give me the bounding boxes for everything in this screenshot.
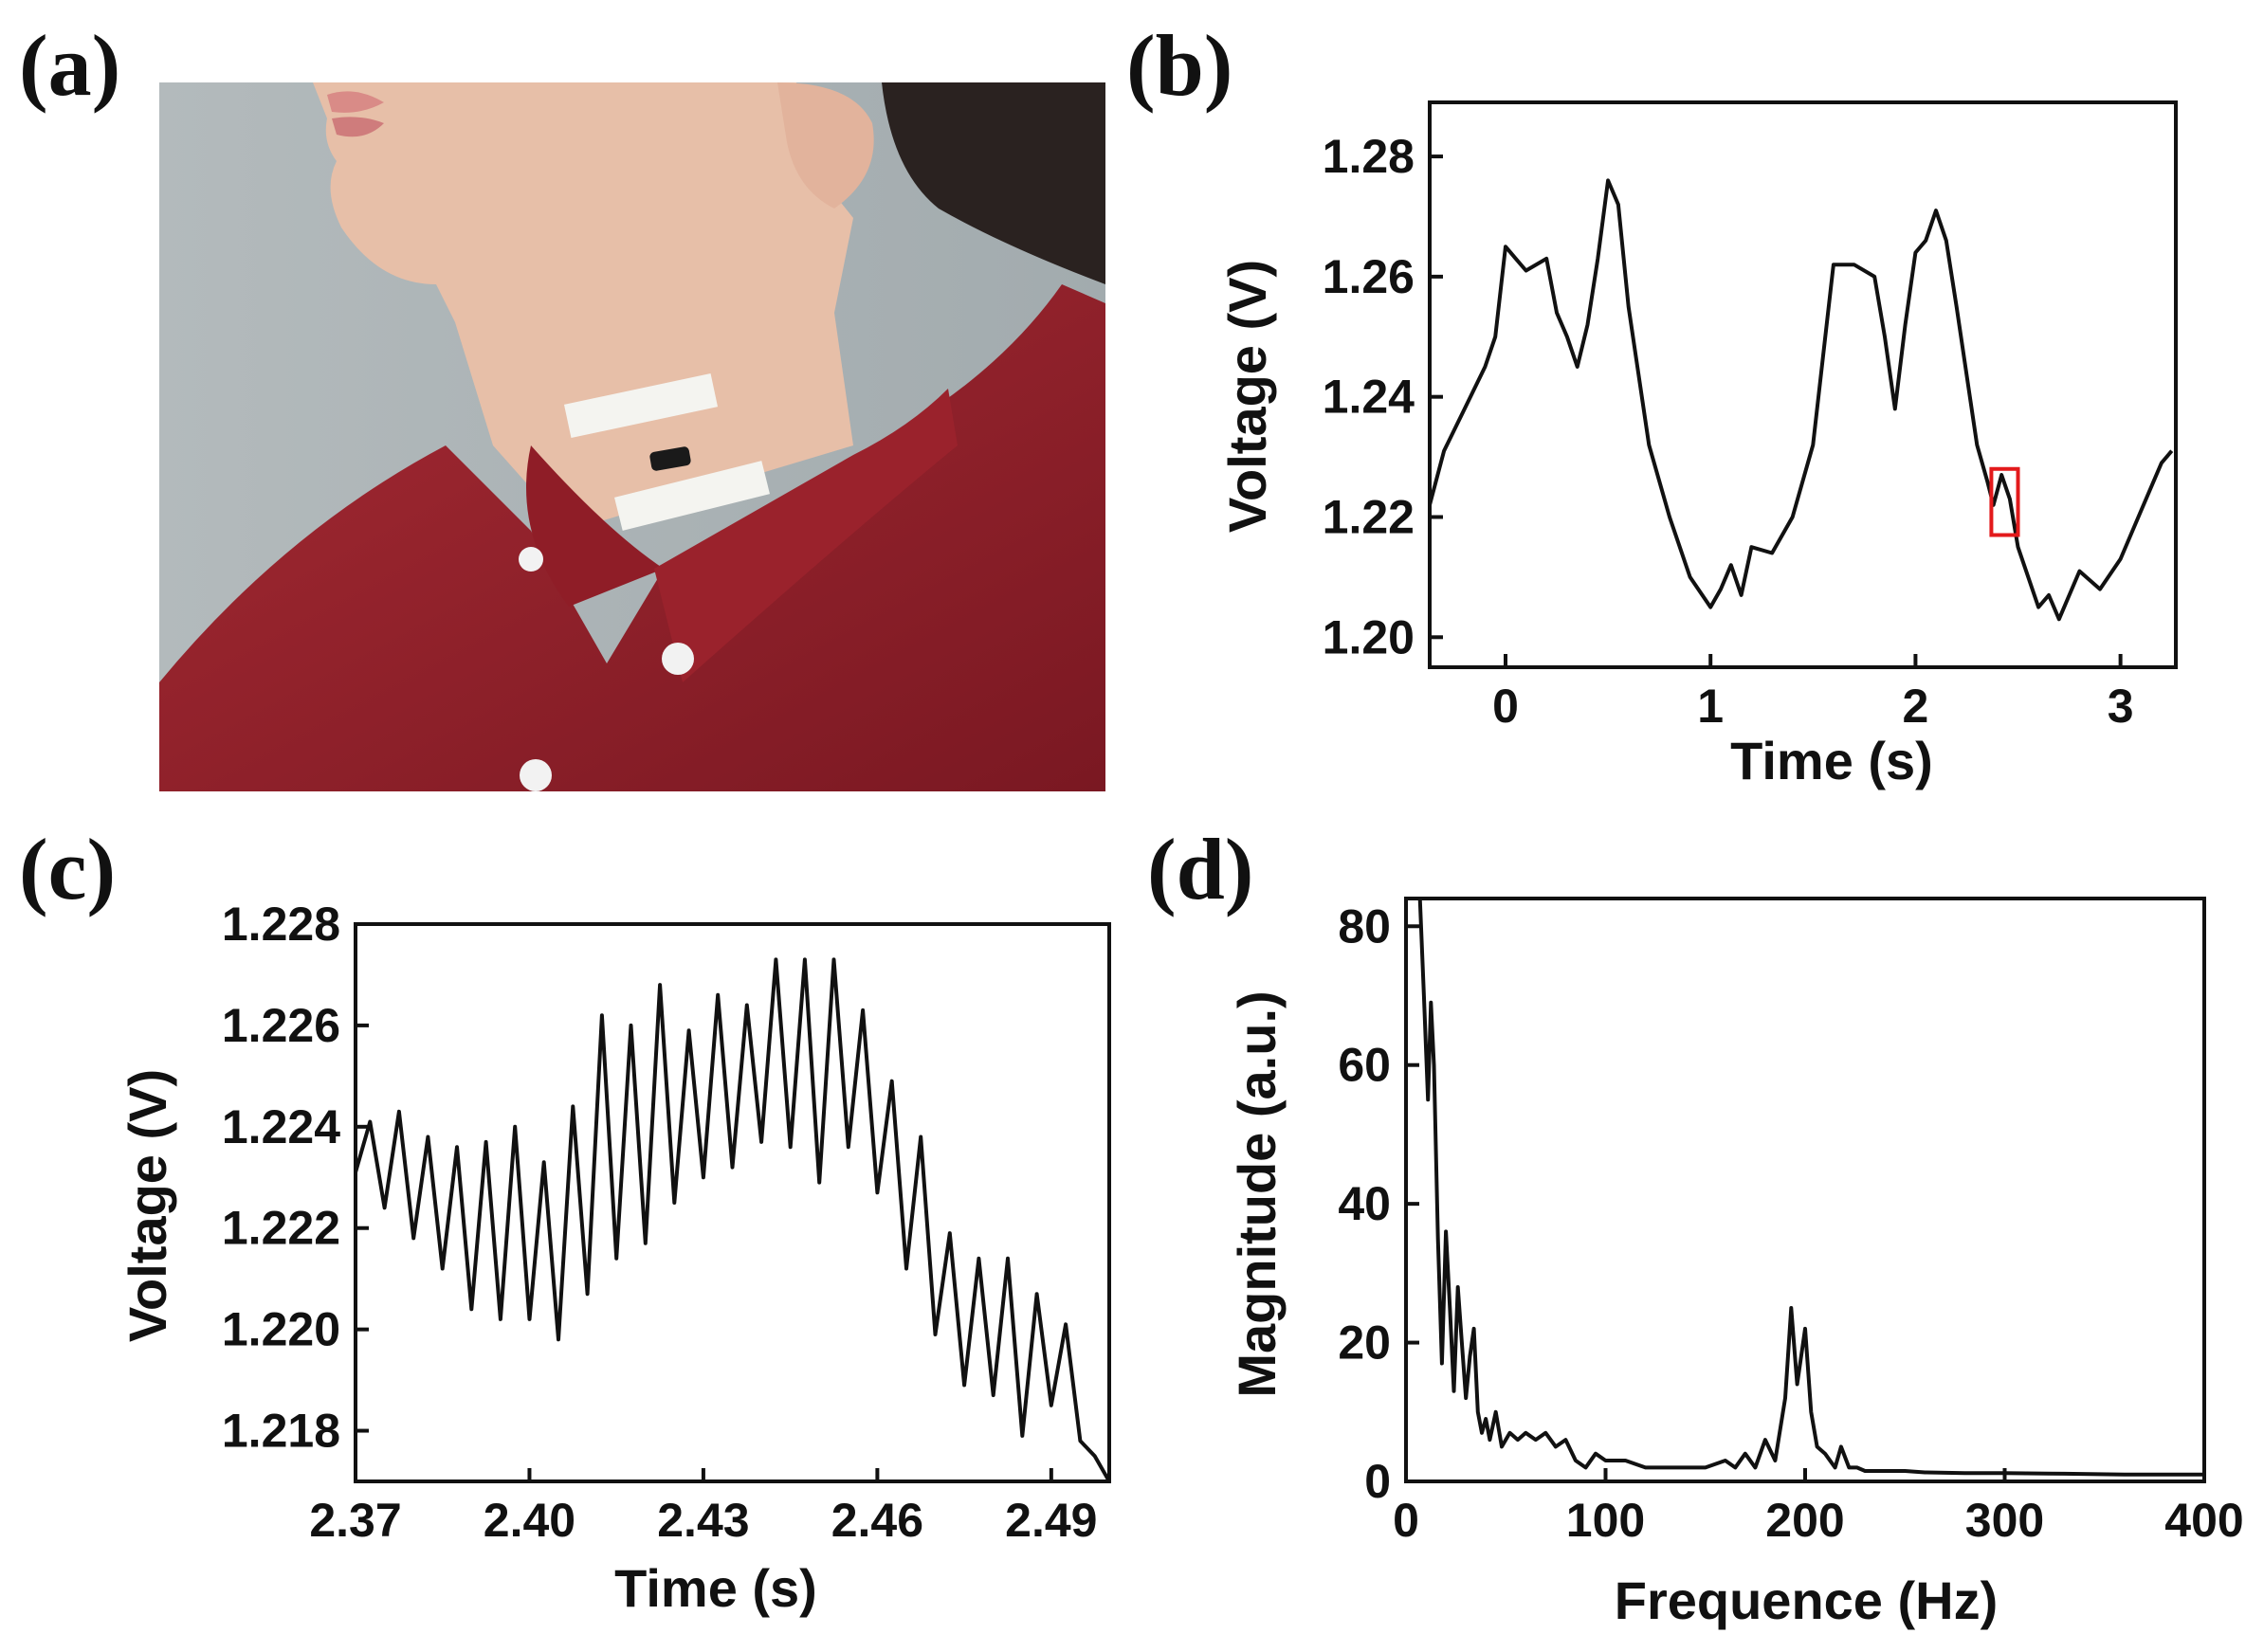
panel-label-a: (a) bbox=[19, 17, 120, 114]
chart-b-y-tick-label: 1.26 bbox=[1323, 250, 1415, 303]
chart-d: 0 100 200 300 400 0 20 40 60 80 Frequence (Hz) Ma… bbox=[1227, 897, 2244, 1630]
chart-d-x-tick-label: 400 bbox=[2164, 1494, 2243, 1547]
chart-c-y-tick-label: 1.222 bbox=[222, 1202, 340, 1255]
chart-c-series-line bbox=[354, 957, 1111, 1482]
chart-d-x-axis-label: Frequence (Hz) bbox=[1615, 1570, 1999, 1630]
chart-b-y-tick-label: 1.24 bbox=[1323, 371, 1415, 424]
chart-d-x-tick-label: 200 bbox=[1765, 1494, 1844, 1547]
panel-label-d: (d) bbox=[1147, 821, 1253, 917]
chart-b-y-axis-label: Voltage (V) bbox=[1217, 260, 1277, 533]
chart-b-y-tick-label: 1.28 bbox=[1323, 130, 1415, 183]
chart-c-y-tick-label: 1.220 bbox=[222, 1303, 340, 1356]
chart-c-x-axis-label: Time (s) bbox=[614, 1558, 817, 1618]
chart-c-x-tick-label: 2.40 bbox=[484, 1494, 575, 1547]
chart-d-y-tick-label: 0 bbox=[1364, 1455, 1391, 1508]
chart-d-x-tick-label: 300 bbox=[1965, 1494, 2044, 1547]
chart-c-y-tick-label: 1.224 bbox=[222, 1100, 340, 1153]
chart-b-x-tick-label: 2 bbox=[1903, 680, 1929, 733]
chart-c-x-tick-label: 2.37 bbox=[309, 1494, 401, 1547]
chart-b-x-tick-label: 3 bbox=[2108, 680, 2134, 733]
chart-d-y-axis-label: Magnitude (a.u.) bbox=[1227, 990, 1287, 1397]
chart-d-frame bbox=[1404, 897, 2206, 1483]
chart-b-highlight-box bbox=[1989, 466, 2020, 537]
chart-b-series-line bbox=[1428, 178, 2174, 622]
chart-b: 0 1 2 3 1.20 1.22 1.24 1.26 1.28 Time (s) Voltag… bbox=[1217, 100, 2178, 790]
chart-c-x-tick-label: 2.49 bbox=[1005, 1494, 1097, 1547]
panel-label-c: (c) bbox=[19, 821, 116, 917]
chart-b-y-tick-label: 1.20 bbox=[1323, 610, 1415, 663]
chart-c-y-axis-label: Voltage (V) bbox=[118, 1069, 177, 1342]
chart-d-x-tick-label: 0 bbox=[1393, 1494, 1419, 1547]
chart-b-y-tick-label: 1.22 bbox=[1323, 490, 1415, 543]
chart-c-x-tick-label: 2.46 bbox=[831, 1494, 923, 1547]
chart-b-x-tick-label: 1 bbox=[1697, 680, 1724, 733]
photo-person-throat-sensor bbox=[159, 82, 1105, 791]
chart-c-y-tick-label: 1.228 bbox=[222, 898, 340, 951]
chart-d-x-tick-label: 100 bbox=[1566, 1494, 1645, 1547]
chart-b-x-axis-label: Time (s) bbox=[1730, 731, 1933, 790]
chart-d-y-tick-label: 20 bbox=[1338, 1316, 1391, 1370]
panel-label-b: (b) bbox=[1126, 17, 1232, 114]
chart-c-y-tick-label: 1.226 bbox=[222, 999, 340, 1052]
chart-c-frame bbox=[354, 922, 1111, 1483]
chart-c: 2.37 2.40 2.43 2.46 2.49 1.218 1.220 1.222 1.224… bbox=[118, 898, 1111, 1618]
chart-c-x-tick-label: 2.43 bbox=[657, 1494, 749, 1547]
chart-d-y-tick-label: 80 bbox=[1338, 899, 1391, 953]
chart-b-x-tick-label: 0 bbox=[1492, 680, 1519, 733]
chart-d-series-line bbox=[1417, 898, 2204, 1477]
chart-d-y-tick-label: 40 bbox=[1338, 1177, 1391, 1230]
chart-d-y-tick-label: 60 bbox=[1338, 1039, 1391, 1092]
chart-c-y-tick-label: 1.218 bbox=[222, 1405, 340, 1458]
chart-b-frame bbox=[1428, 100, 2178, 669]
